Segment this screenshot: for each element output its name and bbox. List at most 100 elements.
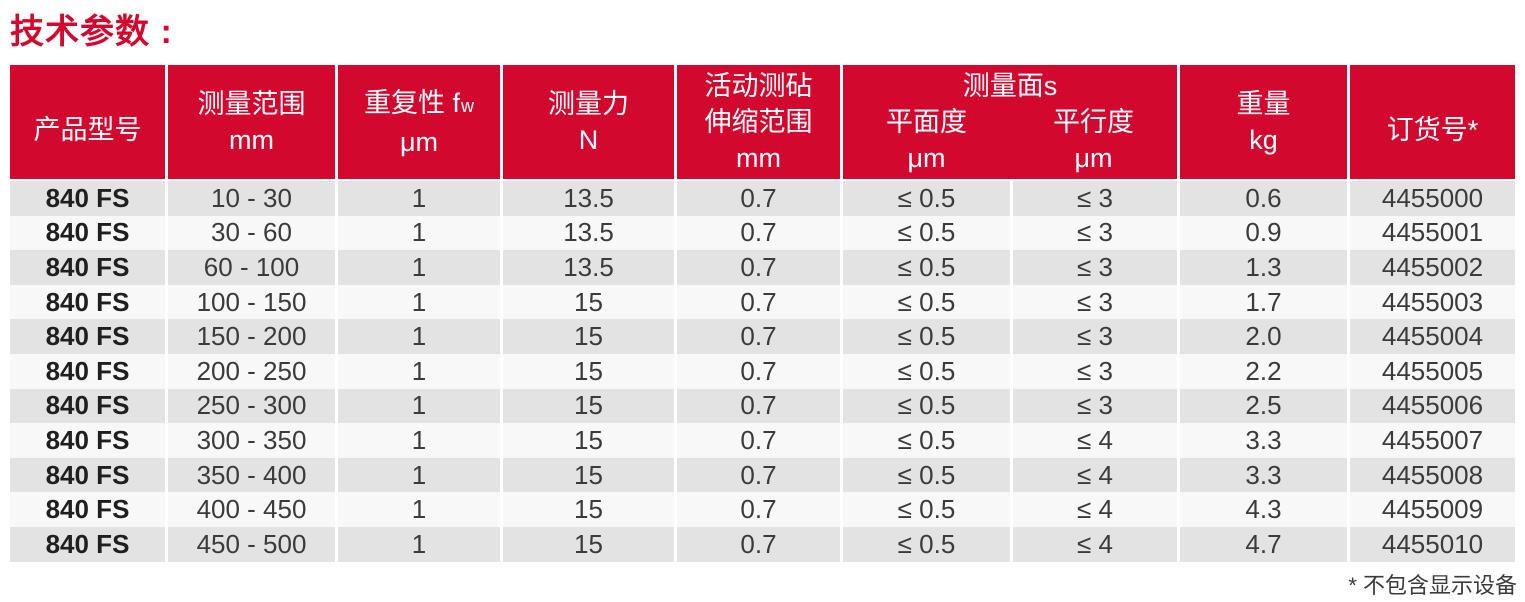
cell-weight: 3.3	[1180, 457, 1350, 493]
col-header-product-model: 产品型号	[10, 65, 168, 179]
cell-measuring-force: 15	[503, 388, 677, 424]
cell-flatness: ≤ 0.5	[843, 250, 1013, 285]
cell-anvil-travel: 0.7	[677, 492, 843, 527]
cell-order-number: 4455002	[1350, 250, 1515, 285]
col-header-parallelism: 平行度	[1053, 107, 1134, 137]
table-row: 840 FS 300 - 350 1 15 0.7 ≤ 0.5 ≤ 4 3.3 …	[10, 423, 1515, 458]
group-subheaders: 平面度 平行度	[843, 104, 1177, 140]
cell-anvil-travel: 0.7	[677, 457, 843, 493]
cell-product-model: 840 FS	[10, 250, 168, 285]
cell-order-number: 4455003	[1350, 284, 1515, 320]
cell-order-number: 4455006	[1350, 388, 1515, 424]
cell-anvil-travel: 0.7	[677, 215, 843, 251]
cell-parallelism: ≤ 4	[1013, 526, 1180, 562]
cell-anvil-travel: 0.7	[677, 250, 843, 285]
col-header-unit: kg	[1249, 125, 1278, 155]
cell-repeatability: 1	[338, 353, 503, 389]
cell-repeatability: 1	[338, 284, 503, 320]
cell-flatness: ≤ 0.5	[843, 181, 1013, 216]
cell-weight: 0.6	[1180, 181, 1350, 216]
col-header-label: 伸缩范围	[704, 107, 813, 137]
table-row: 840 FS 200 - 250 1 15 0.7 ≤ 0.5 ≤ 3 2.2 …	[10, 353, 1515, 389]
table-row: 840 FS 10 - 30 1 13.5 0.7 ≤ 0.5 ≤ 3 0.6 …	[10, 181, 1515, 216]
col-header-unit: μm	[399, 126, 439, 157]
cell-repeatability: 1	[338, 423, 503, 458]
cell-flatness: ≤ 0.5	[843, 492, 1013, 527]
col-header-unit: μm	[907, 143, 946, 173]
cell-product-model: 840 FS	[10, 388, 168, 424]
col-header-label: 测量范围	[197, 89, 306, 119]
cell-repeatability: 1	[338, 457, 503, 493]
cell-measuring-force: 13.5	[503, 215, 677, 251]
cell-repeatability: 1	[338, 526, 503, 562]
table-row: 840 FS 150 - 200 1 15 0.7 ≤ 0.5 ≤ 3 2.0 …	[10, 319, 1515, 354]
col-header-unit: μm	[1074, 143, 1113, 173]
col-header-measuring-range: 测量范围 mm	[168, 65, 338, 179]
cell-anvil-travel: 0.7	[677, 526, 843, 562]
cell-weight: 2.5	[1180, 388, 1350, 424]
cell-measuring-force: 15	[503, 492, 677, 527]
cell-order-number: 4455005	[1350, 353, 1515, 389]
cell-parallelism: ≤ 3	[1013, 215, 1180, 251]
col-header-flatness: 平面度	[886, 107, 967, 137]
cell-parallelism: ≤ 4	[1013, 423, 1180, 458]
cell-measuring-range: 250 - 300	[168, 388, 338, 424]
cell-flatness: ≤ 0.5	[843, 319, 1013, 354]
col-header-weight: 重量 kg	[1180, 65, 1350, 179]
cell-measuring-force: 15	[503, 353, 677, 389]
cell-repeatability: 1	[338, 319, 503, 354]
cell-weight: 2.0	[1180, 319, 1350, 354]
cell-product-model: 840 FS	[10, 215, 168, 251]
table-row: 840 FS 100 - 150 1 15 0.7 ≤ 0.5 ≤ 3 1.7 …	[10, 284, 1515, 320]
cell-order-number: 4455009	[1350, 492, 1515, 527]
cell-weight: 2.2	[1180, 353, 1350, 389]
cell-measuring-range: 400 - 450	[168, 492, 338, 527]
cell-weight: 4.3	[1180, 492, 1350, 527]
cell-weight: 1.3	[1180, 250, 1350, 285]
cell-anvil-travel: 0.7	[677, 388, 843, 424]
cell-flatness: ≤ 0.5	[843, 388, 1013, 424]
cell-order-number: 4455004	[1350, 319, 1515, 354]
cell-parallelism: ≤ 3	[1013, 353, 1180, 389]
col-header-label: 活动测砧	[704, 71, 813, 101]
col-header-unit: N	[578, 125, 599, 155]
cell-flatness: ≤ 0.5	[843, 457, 1013, 493]
table-row: 840 FS 350 - 400 1 15 0.7 ≤ 0.5 ≤ 4 3.3 …	[10, 457, 1515, 493]
cell-product-model: 840 FS	[10, 526, 168, 562]
table-body: 840 FS 10 - 30 1 13.5 0.7 ≤ 0.5 ≤ 3 0.6 …	[10, 181, 1515, 562]
cell-measuring-force: 15	[503, 284, 677, 320]
table-row: 840 FS 450 - 500 1 15 0.7 ≤ 0.5 ≤ 4 4.7 …	[10, 526, 1515, 562]
cell-measuring-range: 60 - 100	[168, 250, 338, 285]
cell-product-model: 840 FS	[10, 492, 168, 527]
cell-measuring-range: 100 - 150	[168, 284, 338, 320]
col-header-unit: mm	[736, 143, 781, 173]
cell-measuring-force: 13.5	[503, 181, 677, 216]
cell-flatness: ≤ 0.5	[843, 284, 1013, 320]
cell-measuring-range: 150 - 200	[168, 319, 338, 354]
table-row: 840 FS 60 - 100 1 13.5 0.7 ≤ 0.5 ≤ 3 1.3…	[10, 250, 1515, 285]
table-row: 840 FS 30 - 60 1 13.5 0.7 ≤ 0.5 ≤ 3 0.9 …	[10, 215, 1515, 251]
col-header-measuring-faces-group: 测量面s 平面度 平行度 μm μm	[843, 65, 1180, 179]
cell-repeatability: 1	[338, 215, 503, 251]
cell-parallelism: ≤ 3	[1013, 388, 1180, 424]
cell-anvil-travel: 0.7	[677, 284, 843, 320]
table-row: 840 FS 250 - 300 1 15 0.7 ≤ 0.5 ≤ 3 2.5 …	[10, 388, 1515, 424]
footnote: * 不包含显示设备	[1348, 573, 1517, 598]
cell-parallelism: ≤ 4	[1013, 492, 1180, 527]
cell-repeatability: 1	[338, 388, 503, 424]
cell-parallelism: ≤ 3	[1013, 250, 1180, 285]
cell-anvil-travel: 0.7	[677, 353, 843, 389]
cell-measuring-range: 300 - 350	[168, 423, 338, 458]
cell-product-model: 840 FS	[10, 423, 168, 458]
col-header-anvil-travel: 活动测砧 伸缩范围 mm	[677, 65, 843, 179]
cell-anvil-travel: 0.7	[677, 423, 843, 458]
cell-order-number: 4455001	[1350, 215, 1515, 251]
cell-measuring-range: 10 - 30	[168, 181, 338, 216]
cell-repeatability: 1	[338, 250, 503, 285]
cell-measuring-range: 30 - 60	[168, 215, 338, 251]
cell-weight: 0.9	[1180, 215, 1350, 251]
col-header-label: 测量力	[548, 89, 629, 119]
